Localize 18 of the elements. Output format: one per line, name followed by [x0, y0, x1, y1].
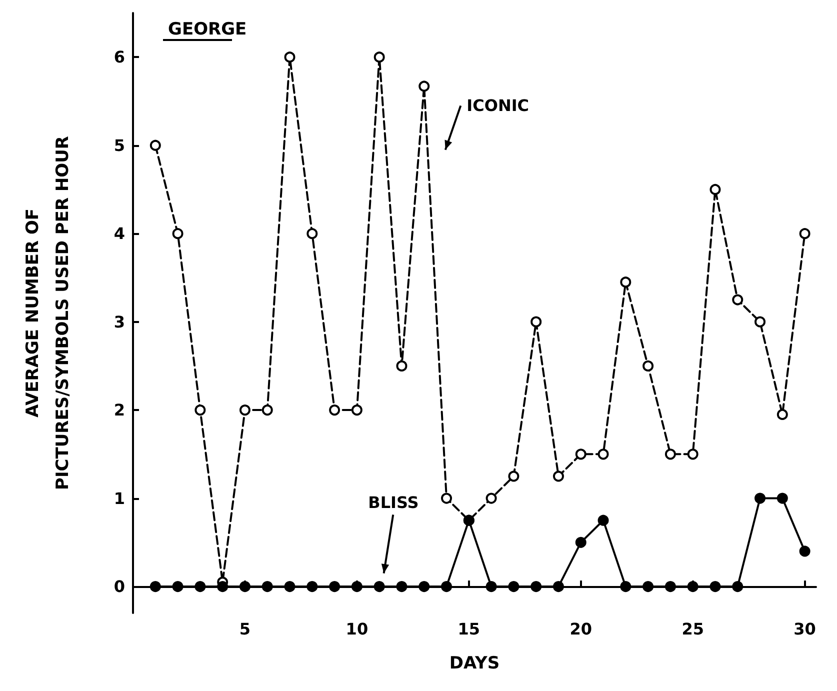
text: ICONIC [466, 96, 530, 116]
chart-title: GEORGE [168, 20, 247, 40]
y-tick-label: 4 [114, 224, 125, 244]
y-tick-label: 1 [114, 488, 125, 508]
x-tick-label: 5 [239, 620, 251, 638]
y-tick-label: 5 [114, 136, 125, 155]
text: BLISS [368, 493, 419, 512]
y-tick-label: 0 [114, 577, 125, 596]
y-tick-label: 2 [114, 400, 125, 420]
y-tick-label: 6 [114, 48, 125, 67]
x-tick-label: 10 [346, 620, 368, 638]
x-axis-title: DAYS [449, 654, 500, 674]
x-tick-label: 15 [458, 620, 480, 638]
x-tick-label: 30 [794, 620, 816, 638]
y-tick-label: 3 [114, 312, 125, 332]
y-axis-title: AVERAGE NUMBER OF PICTURES/SYMBOLS USED PER HOUR [23, 136, 73, 490]
x-tick-label: 20 [570, 620, 592, 638]
x-tick-label: 25 [682, 620, 704, 638]
